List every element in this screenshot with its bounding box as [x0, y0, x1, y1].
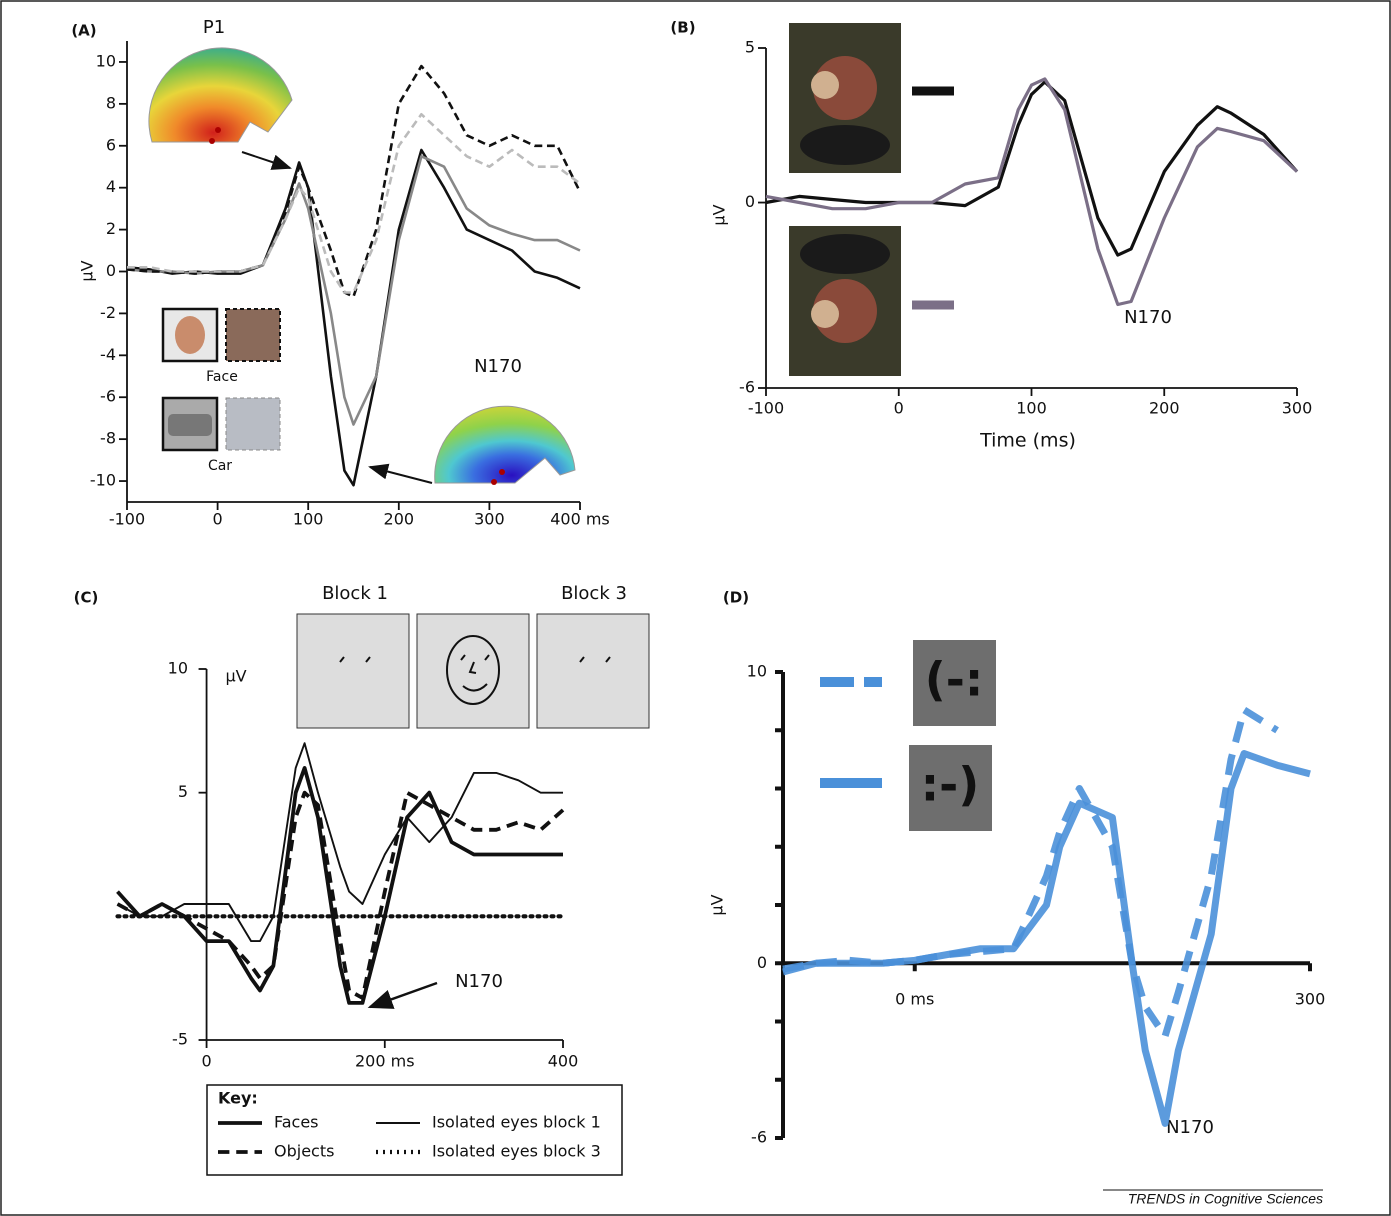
y-tick-label: -4	[100, 345, 116, 364]
annotation: Block 1	[322, 583, 388, 604]
annotation: Face	[206, 369, 238, 385]
x-tick-label: 400	[548, 1052, 579, 1071]
series-line	[127, 156, 580, 424]
topo-map-n170	[435, 406, 575, 485]
annotation: N170	[1124, 307, 1172, 328]
block-images	[297, 614, 649, 728]
x-tick-label: 400 ms	[550, 510, 610, 529]
y-tick-label: -6	[100, 387, 116, 406]
y-tick-label: 10	[96, 51, 116, 70]
x-tick-label: 0	[894, 399, 904, 418]
annotation: N170	[455, 971, 503, 992]
legend-label: Faces	[274, 1113, 319, 1132]
x-tick-label: 300	[474, 510, 505, 529]
topo-map-p1	[149, 48, 292, 144]
annotation: N170	[474, 356, 522, 377]
series-line	[118, 768, 564, 1003]
panel-label: (A)	[71, 22, 96, 40]
annotation: P1	[203, 17, 225, 38]
panel-label: (D)	[723, 589, 749, 607]
y-axis-label: µV	[78, 260, 97, 281]
y-tick-label: 2	[106, 219, 116, 238]
annotation: Block 3	[561, 583, 627, 604]
y-tick-label: -6	[739, 378, 755, 397]
x-axis-label: Time (ms)	[979, 430, 1076, 452]
x-tick-label: 200 ms	[355, 1052, 415, 1071]
y-tick-label: 10	[747, 662, 767, 681]
legend-label: Isolated eyes block 3	[432, 1142, 601, 1161]
x-tick-label: 0	[201, 1052, 211, 1071]
arrow	[370, 983, 437, 1007]
y-tick-label: -10	[90, 471, 116, 490]
x-tick-label: 200	[1149, 399, 1180, 418]
footer: TRENDS in Cognitive Sciences	[1128, 1191, 1323, 1207]
y-tick-label: 10	[168, 659, 188, 678]
y-tick-label: -5	[172, 1030, 188, 1049]
x-tick-label: 100	[1016, 399, 1047, 418]
arrow	[370, 467, 432, 483]
legend-title: Key:	[218, 1089, 258, 1108]
y-axis-label: µV	[708, 894, 727, 915]
legend-label: Isolated eyes block 1	[432, 1113, 601, 1132]
x-tick-label: 0	[213, 510, 223, 529]
y-tick-label: 0	[745, 192, 755, 211]
series-line	[783, 754, 1310, 1124]
annotation: Car	[208, 458, 232, 474]
x-tick-label: 300	[1295, 990, 1326, 1009]
x-tick-label: 100	[293, 510, 324, 529]
y-tick-label: 5	[178, 782, 188, 801]
series-line	[118, 743, 564, 941]
y-axis-label: µV	[225, 667, 246, 686]
x-tick-label: 200	[384, 510, 415, 529]
panel-label: (C)	[74, 589, 99, 607]
arrow	[242, 152, 290, 168]
annotation: N170	[1166, 1117, 1214, 1138]
x-tick-label: 300	[1282, 399, 1313, 418]
y-axis-label: µV	[710, 204, 729, 225]
x-tick-label: -100	[109, 510, 145, 529]
legend-label: (-:	[925, 653, 984, 707]
y-tick-label: -8	[100, 429, 116, 448]
panel-label: (B)	[670, 19, 695, 37]
x-tick-label: -100	[748, 399, 784, 418]
legend-label: Objects	[274, 1142, 334, 1161]
y-tick-label: -2	[100, 303, 116, 322]
y-tick-label: -6	[751, 1128, 767, 1147]
y-tick-label: 8	[106, 93, 116, 112]
y-tick-label: 6	[106, 135, 116, 154]
figure: TRENDS in Cognitive Sciences -10 -8 -6 -4 -2…	[0, 0, 1391, 1216]
y-tick-label: 5	[745, 38, 755, 57]
y-tick-label: 0	[106, 261, 116, 280]
series-line	[783, 710, 1277, 1036]
y-tick-label: 0	[757, 953, 767, 972]
y-tick-label: 4	[106, 177, 116, 196]
legend-label: :-)	[921, 758, 980, 812]
x-tick-label: 0 ms	[895, 990, 934, 1009]
